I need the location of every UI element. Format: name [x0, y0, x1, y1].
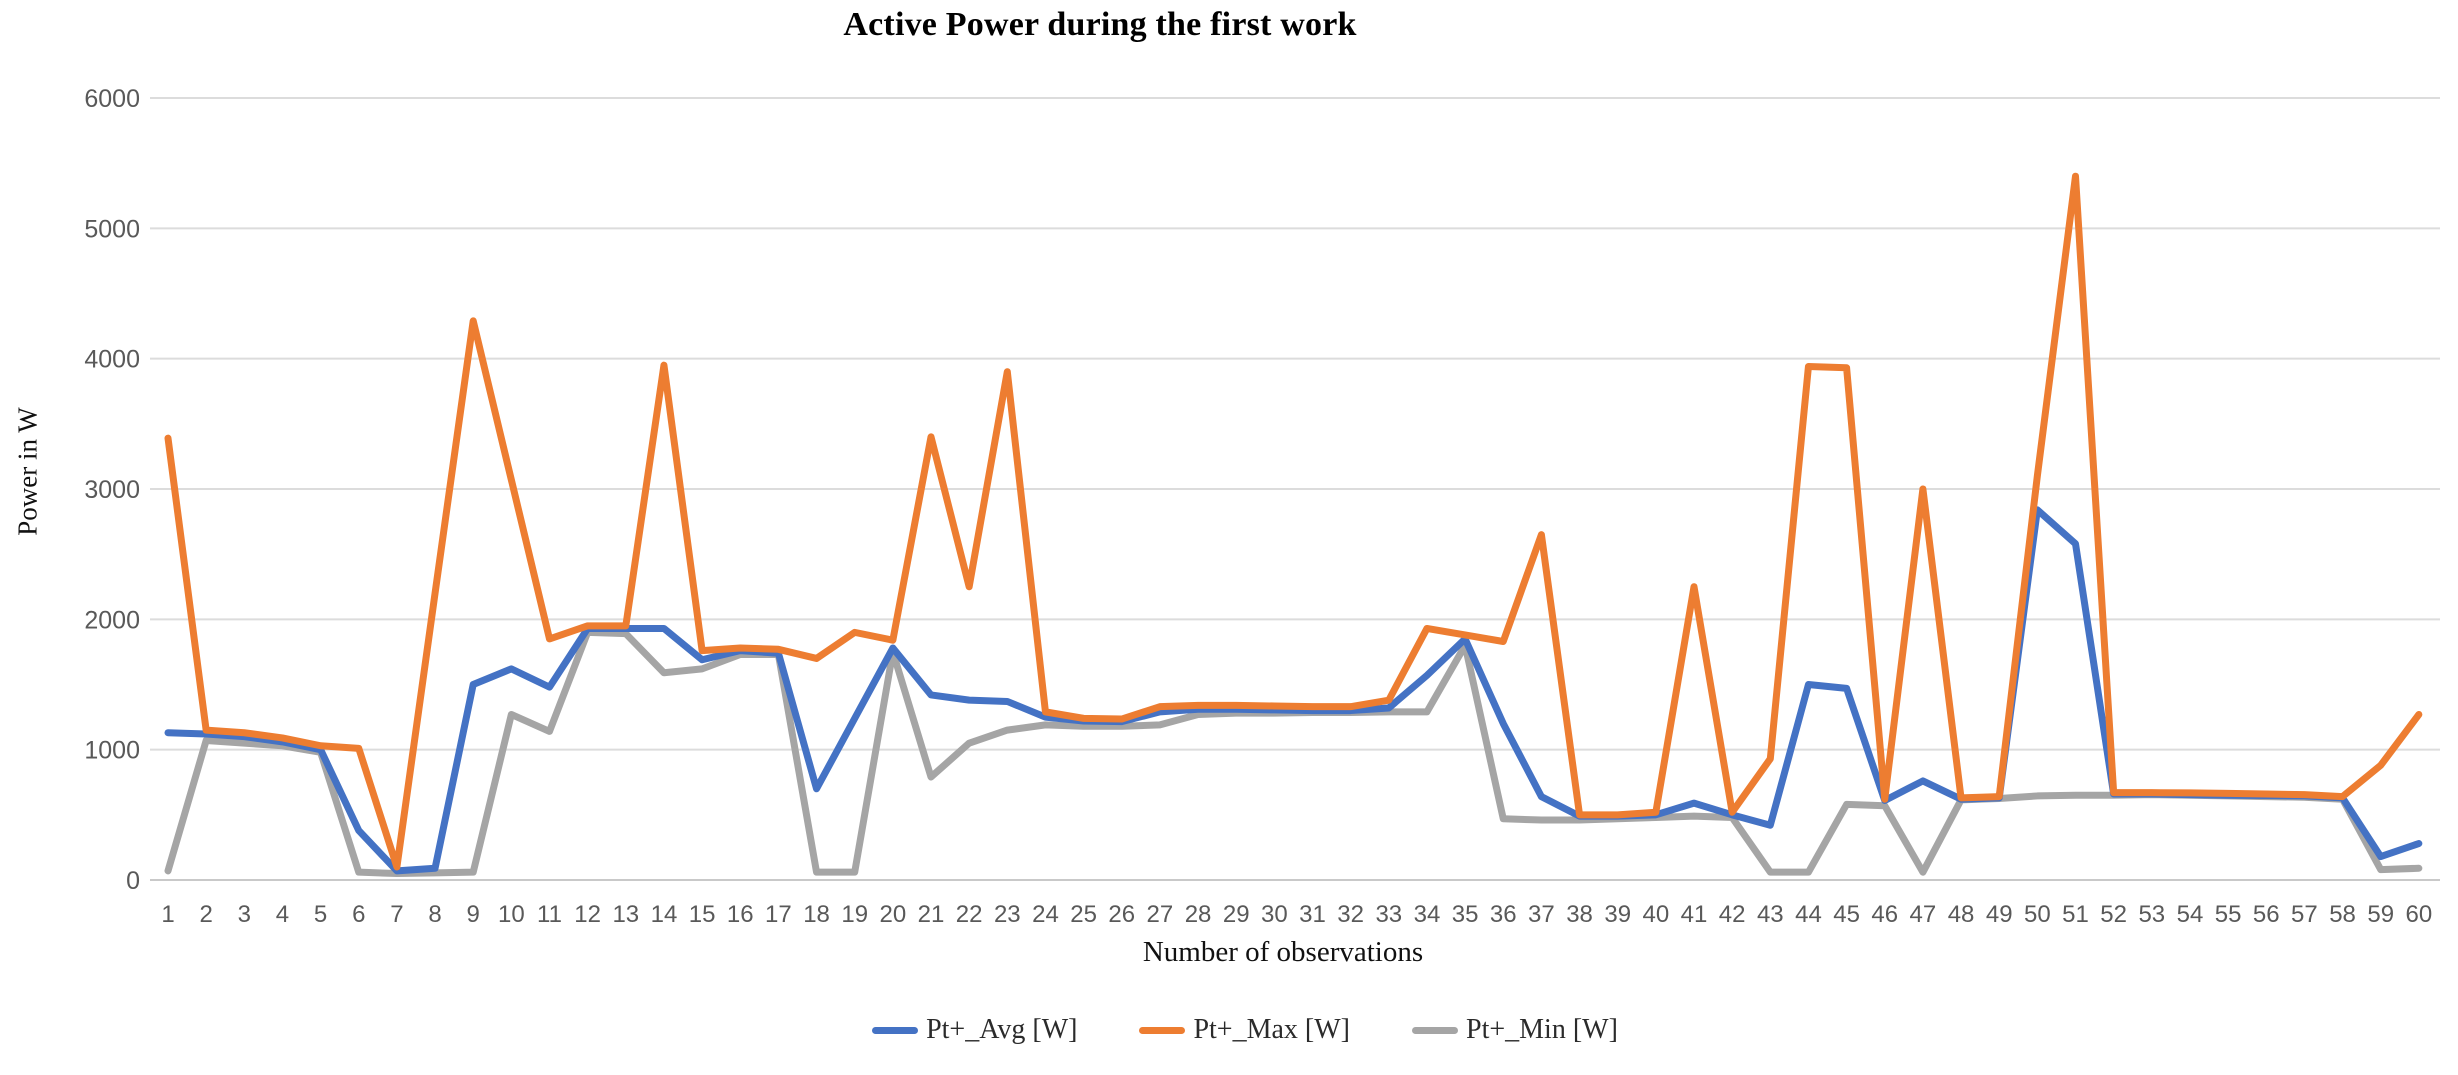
x-tick-label: 18 — [803, 901, 830, 928]
y-tick-label: 3000 — [84, 476, 140, 504]
y-tick-label: 2000 — [84, 606, 140, 634]
y-tick-labels: 0 1000 2000 3000 4000 5000 6000 — [84, 85, 140, 895]
x-tick-label: 8 — [428, 901, 441, 928]
y-tick-label: 5000 — [84, 215, 140, 243]
x-tick-label: 24 — [1032, 901, 1059, 928]
x-tick-label: 49 — [1986, 901, 2013, 928]
x-tick-label: 34 — [1414, 901, 1441, 928]
x-tick-label: 19 — [841, 901, 868, 928]
x-tick-label: 35 — [1452, 901, 1479, 928]
x-tick-label: 55 — [2215, 901, 2242, 928]
x-tick-label: 54 — [2177, 901, 2204, 928]
legend-label-min: Pt+_Min [W] — [1466, 1014, 1618, 1045]
legend-label-max: Pt+_Max [W] — [1193, 1014, 1350, 1045]
x-tick-label: 48 — [1948, 901, 1975, 928]
x-tick-label: 37 — [1528, 901, 1555, 928]
avg-series-swatch — [872, 1026, 919, 1034]
x-tick-label: 60 — [2405, 901, 2432, 928]
x-tick-label: 51 — [2062, 901, 2089, 928]
legend-label-avg: Pt+_Avg [W] — [926, 1014, 1078, 1045]
x-tick-label: 42 — [1719, 901, 1746, 928]
legend-item-min: Pt+_Min [W] — [1412, 1014, 1618, 1046]
x-tick-label: 1 — [161, 901, 174, 928]
legend-item-max: Pt+_Max [W] — [1139, 1014, 1350, 1046]
x-tick-label: 10 — [498, 901, 525, 928]
series-line-max — [164, 172, 2423, 871]
x-tick-label: 26 — [1108, 901, 1135, 928]
x-tick-label: 15 — [689, 901, 716, 928]
gridlines — [150, 97, 2440, 881]
x-tick-label: 13 — [612, 901, 639, 928]
x-tick-label: 43 — [1757, 901, 1784, 928]
x-tick-label: 21 — [918, 901, 945, 928]
x-tick-label: 41 — [1681, 901, 1708, 928]
x-tick-label: 4 — [276, 901, 289, 928]
y-tick-label: 0 — [126, 867, 140, 895]
chart-title: Active Power during the first work — [843, 6, 1357, 43]
y-tick-label: 6000 — [84, 85, 140, 113]
x-tick-label: 30 — [1261, 901, 1288, 928]
x-tick-label: 59 — [2367, 901, 2394, 928]
legend-item-avg: Pt+_Avg [W] — [872, 1014, 1077, 1046]
x-tick-label: 23 — [994, 901, 1021, 928]
max-series-swatch — [1139, 1026, 1186, 1034]
x-tick-label: 11 — [537, 901, 562, 928]
x-tick-label: 5 — [314, 901, 327, 928]
min-series-swatch — [1412, 1026, 1458, 1034]
x-tick-label: 36 — [1490, 901, 1517, 928]
x-tick-label: 33 — [1375, 901, 1402, 928]
x-tick-label: 22 — [956, 901, 983, 928]
x-tick-label: 52 — [2100, 901, 2127, 928]
x-tick-label: 44 — [1795, 901, 1822, 928]
series-line-avg — [164, 506, 2423, 875]
x-tick-label: 39 — [1604, 901, 1631, 928]
x-tick-label: 58 — [2329, 901, 2356, 928]
x-tick-label: 7 — [390, 901, 403, 928]
x-tick-label: 32 — [1337, 901, 1364, 928]
x-tick-label: 31 — [1299, 901, 1326, 928]
x-tick-label: 25 — [1070, 901, 1097, 928]
x-tick-label: 50 — [2024, 901, 2051, 928]
x-tick-label: 20 — [879, 901, 906, 928]
x-tick-label: 47 — [1910, 901, 1937, 928]
x-tick-label: 14 — [651, 901, 678, 928]
x-tick-label: 38 — [1566, 901, 1593, 928]
x-tick-label: 46 — [1871, 901, 1898, 928]
x-tick-label: 16 — [727, 901, 754, 928]
legend: Pt+_Avg [W] Pt+_Max [W] Pt+_Min [W] — [0, 1014, 2458, 1046]
x-tick-label: 17 — [765, 901, 792, 928]
x-tick-label: 53 — [2138, 901, 2165, 928]
x-tick-label: 28 — [1185, 901, 1212, 928]
y-axis-title: Power in W — [12, 407, 43, 536]
x-tick-label: 6 — [352, 901, 365, 928]
x-tick-label: 12 — [574, 901, 601, 928]
x-tick-label: 56 — [2253, 901, 2280, 928]
y-tick-label: 1000 — [84, 737, 140, 765]
x-tick-labels: 1 2 3 4 5 6 7 8 9 10 11 12 13 14 15 16 17 18 19 20 21 22 23 24 2… — [161, 901, 2432, 928]
x-tick-label: 9 — [467, 901, 480, 928]
x-tick-label: 45 — [1833, 901, 1860, 928]
x-tick-label: 29 — [1223, 901, 1250, 928]
x-tick-label: 2 — [199, 901, 212, 928]
x-tick-label: 3 — [238, 901, 251, 928]
x-tick-label: 40 — [1642, 901, 1669, 928]
x-axis-title: Number of observations — [1142, 936, 1424, 968]
x-tick-label: 57 — [2291, 901, 2318, 928]
y-tick-label: 4000 — [84, 346, 140, 374]
x-tick-label: 27 — [1147, 901, 1174, 928]
